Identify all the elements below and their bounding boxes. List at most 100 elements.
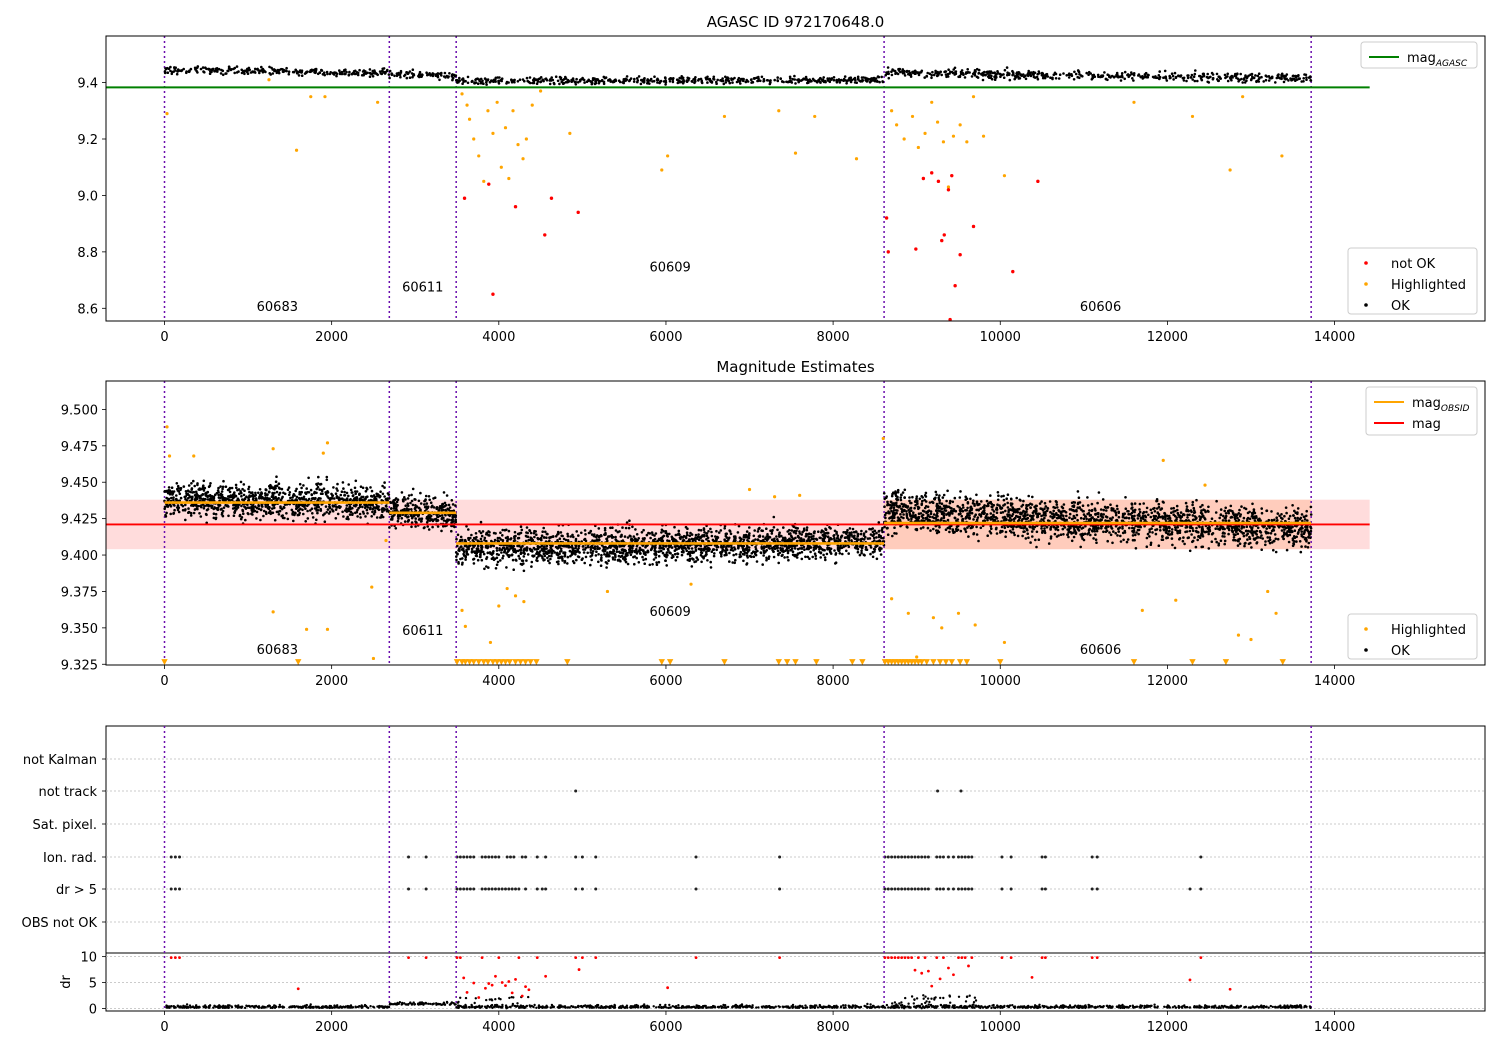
ok-point	[1037, 70, 1041, 73]
ok-point	[486, 551, 490, 555]
ok-point	[892, 506, 896, 510]
ok-point	[632, 80, 636, 83]
ok-point	[303, 505, 306, 508]
ok-point	[745, 544, 749, 548]
ok-point	[1243, 81, 1247, 84]
ok-point	[246, 506, 250, 510]
highlighted-point	[460, 92, 464, 96]
ok-point	[406, 497, 410, 500]
ok-point	[420, 517, 424, 520]
ok-point	[811, 77, 815, 81]
ok-point	[467, 528, 470, 531]
ok-point	[567, 545, 571, 549]
x-axis-1: 0 2000 4000 6000 8000 10000 12000 14000	[160, 321, 1355, 345]
ok-point	[973, 74, 977, 77]
ok-point	[418, 509, 422, 513]
ok-point	[591, 550, 595, 553]
ok-point	[546, 556, 549, 560]
ok-point	[660, 539, 664, 543]
ok-point	[410, 493, 413, 497]
ok-point	[365, 486, 368, 490]
ok-point	[836, 544, 840, 547]
ok-point	[617, 558, 621, 562]
ok-point	[236, 497, 240, 501]
highlighted-point	[482, 179, 486, 183]
ok-point	[742, 77, 745, 81]
ok-point	[767, 535, 770, 538]
ok-point	[187, 484, 191, 487]
ok-point	[1124, 507, 1128, 511]
ok-point	[271, 72, 275, 75]
ok-point	[564, 538, 568, 542]
ok-point	[237, 70, 240, 73]
ok-point	[349, 498, 352, 501]
ok-point	[824, 558, 827, 562]
ok-point	[854, 546, 858, 550]
ok-point	[731, 549, 735, 552]
ok-point	[300, 74, 304, 77]
ok-point	[652, 545, 656, 548]
ok-point	[635, 548, 638, 551]
ok-point	[258, 495, 261, 499]
ok-point	[868, 537, 872, 540]
ok-point	[829, 547, 832, 551]
ok-point	[646, 549, 650, 553]
ok-point	[1087, 73, 1090, 76]
ok-point	[341, 510, 344, 514]
ok-point	[699, 529, 703, 532]
ok-point	[1172, 506, 1175, 510]
ok-point	[268, 497, 271, 501]
ok-point	[832, 78, 836, 82]
ok-point	[705, 550, 708, 554]
ok-point	[529, 81, 532, 85]
ok-point	[602, 82, 606, 86]
ok-point	[654, 532, 658, 535]
ok-point	[298, 492, 301, 496]
ok-point	[406, 520, 410, 523]
ok-point	[916, 71, 920, 74]
ok-point	[728, 530, 732, 533]
ok-point	[713, 552, 716, 555]
ok-point	[410, 521, 414, 524]
ok-point	[947, 68, 950, 71]
ok-point	[823, 548, 826, 552]
ok-point	[632, 535, 636, 538]
ok-point	[464, 558, 467, 561]
ok-point	[745, 530, 749, 533]
ok-point	[348, 507, 351, 510]
ok-point	[650, 531, 654, 534]
ok-point	[730, 78, 733, 82]
ok-point	[822, 530, 825, 533]
ok-point	[190, 482, 193, 485]
ok-point	[658, 550, 661, 553]
ok-point	[163, 507, 166, 511]
ok-point	[288, 493, 291, 497]
ok-point	[452, 73, 456, 77]
ok-point	[507, 555, 511, 559]
ok-point	[531, 538, 535, 542]
ok-point	[395, 507, 398, 511]
ok-point	[288, 491, 292, 494]
ok-point	[886, 533, 890, 536]
highlighted-point	[902, 137, 906, 141]
ok-point	[536, 78, 540, 81]
ok-point	[610, 534, 613, 537]
ok-point	[247, 498, 251, 501]
ok-point	[510, 544, 513, 548]
ok-point	[853, 534, 856, 538]
ok-point	[736, 531, 740, 534]
ok-point	[709, 527, 712, 531]
ok-point	[1231, 76, 1234, 79]
ok-point	[234, 483, 238, 487]
ok-point	[275, 490, 279, 494]
ok-point	[501, 546, 505, 550]
ok-point	[1067, 73, 1071, 76]
ok-point	[260, 505, 264, 508]
ok-point	[245, 70, 249, 74]
ok-point	[341, 481, 345, 484]
ok-point	[1172, 78, 1175, 81]
ok-point	[1257, 80, 1261, 83]
ok-point	[501, 556, 504, 560]
ok-point	[364, 497, 367, 501]
ok-point	[221, 487, 224, 491]
